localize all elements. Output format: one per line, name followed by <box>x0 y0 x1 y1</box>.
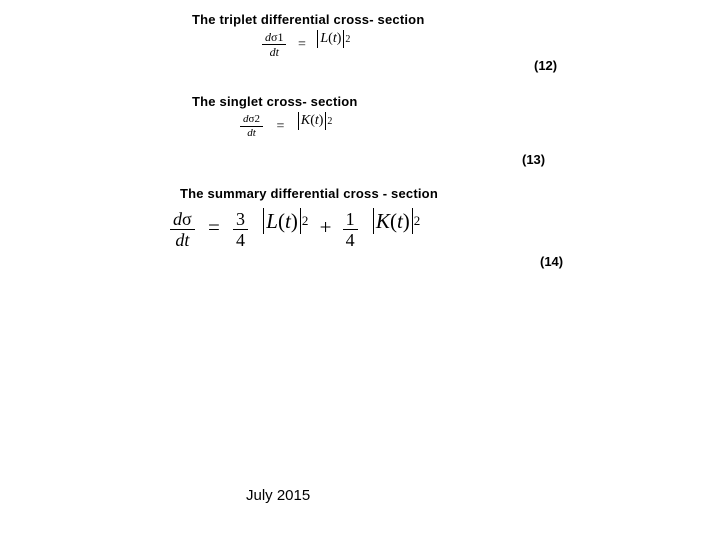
caption-triplet: The triplet differential cross- section <box>192 12 424 27</box>
footer-date: July 2015 <box>246 487 310 504</box>
caption-summary: The summary differential cross - section <box>180 186 438 201</box>
equation-14: dσ dt = 3 4 L(t) 2 + 1 4 K(t) 2 <box>170 208 420 249</box>
eqnum-12: (12) <box>534 58 557 73</box>
equation-12: dσ1 dt = L(t) 2 <box>262 30 350 58</box>
eqnum-14: (14) <box>540 254 563 269</box>
page: The triplet differential cross- section … <box>0 0 720 540</box>
equation-13: dσ2 dt = K(t) 2 <box>240 112 332 139</box>
eqnum-13: (13) <box>522 152 545 167</box>
caption-singlet: The singlet cross- section <box>192 94 358 109</box>
